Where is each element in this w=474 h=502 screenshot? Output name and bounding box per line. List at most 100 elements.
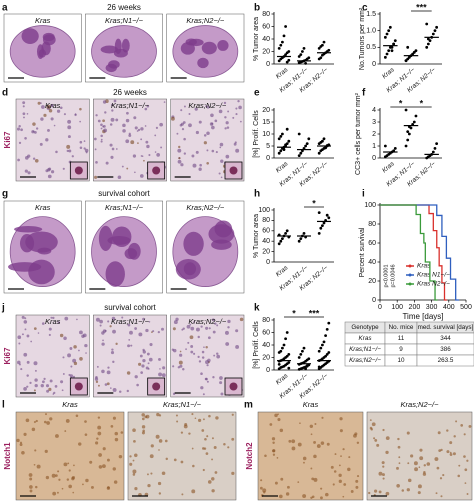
cell bbox=[203, 134, 207, 137]
cell bbox=[200, 386, 204, 390]
cell bbox=[96, 437, 99, 440]
cell bbox=[142, 348, 145, 352]
cell bbox=[98, 465, 103, 469]
cell bbox=[271, 437, 276, 441]
tumor bbox=[114, 38, 122, 54]
cell bbox=[95, 317, 100, 322]
cell bbox=[40, 383, 44, 388]
cell bbox=[175, 317, 179, 321]
cell bbox=[291, 446, 296, 451]
cell bbox=[320, 441, 325, 445]
cell bbox=[102, 447, 106, 451]
dot bbox=[321, 43, 324, 47]
table-header: med. survival [days] bbox=[418, 324, 474, 331]
cell bbox=[177, 148, 182, 153]
cell bbox=[310, 467, 313, 470]
cell bbox=[201, 350, 205, 354]
cell bbox=[175, 414, 178, 417]
cell bbox=[26, 334, 30, 338]
cell bbox=[52, 316, 55, 320]
cell bbox=[117, 175, 122, 180]
cell bbox=[32, 157, 36, 160]
cell bbox=[381, 461, 385, 465]
cell bbox=[113, 99, 117, 103]
dot bbox=[325, 327, 329, 331]
cell bbox=[29, 489, 33, 493]
cell bbox=[100, 134, 103, 138]
cell bbox=[130, 140, 135, 145]
cell bbox=[39, 142, 43, 146]
tumor bbox=[211, 239, 232, 250]
cell bbox=[29, 477, 33, 481]
cell bbox=[426, 462, 431, 466]
dot bbox=[304, 61, 307, 65]
cell bbox=[206, 161, 209, 165]
cell bbox=[139, 354, 143, 358]
cell bbox=[207, 336, 211, 340]
cell bbox=[211, 489, 215, 493]
dot bbox=[431, 150, 435, 154]
panel-label: c bbox=[362, 3, 368, 14]
table-header: Genotype bbox=[351, 324, 379, 331]
micrograph bbox=[127, 411, 237, 501]
dot bbox=[297, 356, 301, 359]
cell bbox=[464, 468, 468, 472]
sample-label: Kras bbox=[62, 400, 78, 409]
cell bbox=[288, 439, 292, 443]
cell bbox=[332, 483, 335, 486]
dot bbox=[317, 232, 321, 235]
cell bbox=[141, 417, 145, 421]
cell bbox=[26, 113, 29, 115]
cell bbox=[125, 118, 130, 123]
cell bbox=[198, 418, 202, 423]
cell bbox=[67, 125, 72, 130]
cell bbox=[177, 159, 182, 164]
cell bbox=[302, 494, 307, 498]
cell bbox=[194, 417, 197, 420]
cell bbox=[200, 372, 203, 376]
tumor bbox=[121, 38, 130, 53]
sample-label: Kras;N2−/− bbox=[186, 16, 225, 25]
survival-curve bbox=[380, 204, 448, 301]
cell bbox=[313, 440, 316, 444]
cell bbox=[205, 105, 208, 108]
dot bbox=[406, 130, 410, 134]
cell bbox=[106, 486, 111, 490]
category-label: Kras bbox=[381, 160, 396, 174]
cell bbox=[438, 449, 442, 453]
cell bbox=[376, 443, 380, 447]
cell bbox=[26, 385, 29, 388]
cell bbox=[134, 327, 138, 330]
y-tick-label: 4 bbox=[372, 107, 376, 114]
cell bbox=[434, 457, 439, 462]
cell bbox=[442, 473, 445, 477]
cell bbox=[272, 449, 276, 453]
dot bbox=[322, 340, 326, 344]
cell bbox=[200, 325, 203, 328]
y-tick-label: 0 bbox=[372, 61, 376, 68]
cell bbox=[353, 433, 357, 438]
dot bbox=[435, 142, 439, 146]
cell bbox=[183, 152, 186, 155]
y-axis-label: % Tumor area bbox=[253, 17, 260, 61]
survival-curve bbox=[380, 204, 460, 301]
cell bbox=[21, 451, 25, 455]
cell bbox=[49, 417, 53, 421]
dot bbox=[322, 221, 326, 225]
panel-title: survival cohort bbox=[104, 303, 156, 312]
cell bbox=[161, 471, 166, 476]
cell bbox=[203, 141, 207, 145]
cell bbox=[180, 109, 183, 112]
cell bbox=[188, 432, 191, 435]
cell bbox=[61, 487, 64, 490]
cell bbox=[48, 333, 51, 337]
cell bbox=[33, 130, 37, 134]
dot bbox=[277, 59, 281, 63]
dot bbox=[302, 46, 306, 50]
cell bbox=[104, 383, 108, 386]
cell bbox=[309, 424, 314, 428]
panel-label: i bbox=[362, 189, 365, 200]
tumor bbox=[217, 39, 229, 51]
cell bbox=[121, 316, 124, 319]
dot bbox=[321, 139, 324, 143]
